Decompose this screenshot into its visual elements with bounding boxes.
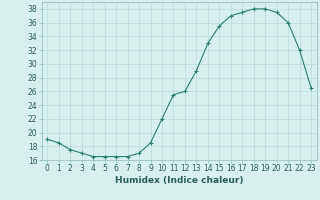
X-axis label: Humidex (Indice chaleur): Humidex (Indice chaleur) bbox=[115, 176, 244, 185]
